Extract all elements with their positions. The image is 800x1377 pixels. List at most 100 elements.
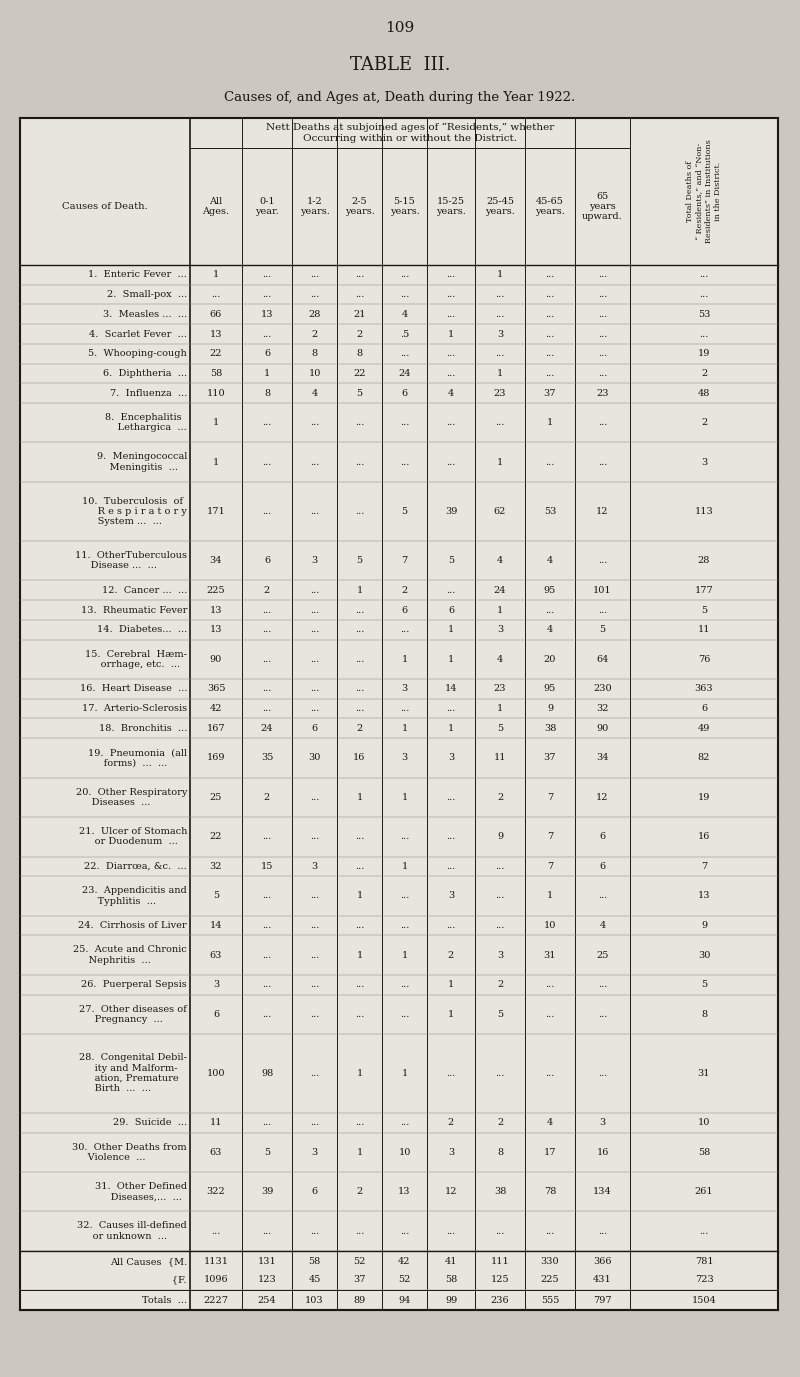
Text: 3: 3 (701, 457, 707, 467)
Text: ...: ... (355, 655, 364, 664)
Text: ...: ... (598, 891, 607, 901)
Text: 5: 5 (213, 891, 219, 901)
Text: 4: 4 (547, 556, 553, 565)
Text: ...: ... (355, 457, 364, 467)
Text: 32: 32 (210, 862, 222, 870)
Text: 58: 58 (445, 1275, 457, 1285)
Text: ...: ... (310, 507, 319, 516)
Text: 1: 1 (547, 419, 553, 427)
Text: 78: 78 (544, 1187, 556, 1197)
Text: 363: 363 (694, 684, 714, 694)
Text: ...: ... (310, 1227, 319, 1235)
Text: 2: 2 (448, 950, 454, 960)
Text: ...: ... (355, 270, 364, 280)
Text: 16.  Heart Disease  ...: 16. Heart Disease ... (79, 684, 187, 694)
Text: 6: 6 (402, 388, 407, 398)
Text: 4.  Scarlet Fever  ...: 4. Scarlet Fever ... (89, 329, 187, 339)
Text: 5-15
years.: 5-15 years. (390, 197, 419, 216)
Text: Causes of Death.: Causes of Death. (62, 202, 148, 211)
Text: ...: ... (546, 606, 554, 614)
Text: ...: ... (355, 291, 364, 299)
Text: 3: 3 (448, 753, 454, 763)
Text: 28.  Congenital Debil-
     ity and Malform-
     ation, Premature
     Birth  .: 28. Congenital Debil- ity and Malform- a… (79, 1053, 187, 1093)
Text: ...: ... (546, 350, 554, 358)
Text: 113: 113 (694, 507, 714, 516)
Text: 3.  Measles ...  ...: 3. Measles ... ... (102, 310, 187, 319)
Text: 14.  Diabetes...  ...: 14. Diabetes... ... (97, 625, 187, 635)
Text: ...: ... (211, 1227, 221, 1235)
Text: All Causes  {M.: All Causes {M. (110, 1257, 187, 1265)
Text: 39: 39 (445, 507, 457, 516)
Text: 4: 4 (547, 625, 553, 635)
Text: 100: 100 (206, 1069, 226, 1078)
Text: 1: 1 (356, 793, 362, 801)
Text: 90: 90 (596, 724, 609, 733)
Text: 24: 24 (494, 585, 506, 595)
Text: 5: 5 (264, 1148, 270, 1157)
Text: 53: 53 (544, 507, 556, 516)
Text: ...: ... (546, 1227, 554, 1235)
Text: ...: ... (598, 350, 607, 358)
Text: 29.  Suicide  ...: 29. Suicide ... (113, 1118, 187, 1128)
Text: ...: ... (355, 507, 364, 516)
Text: 1: 1 (356, 891, 362, 901)
Text: 11: 11 (494, 753, 506, 763)
Text: 48: 48 (698, 388, 710, 398)
Text: 1: 1 (402, 655, 408, 664)
Text: ...: ... (262, 625, 272, 635)
Text: 1: 1 (448, 1009, 454, 1019)
Text: 7: 7 (701, 862, 707, 870)
Text: 4: 4 (497, 556, 503, 565)
Text: ...: ... (262, 891, 272, 901)
Text: 5: 5 (599, 625, 606, 635)
Text: 1: 1 (402, 862, 408, 870)
Text: ...: ... (400, 1118, 409, 1128)
Text: ...: ... (355, 419, 364, 427)
Text: ...: ... (262, 950, 272, 960)
Text: 5.  Whooping-cough: 5. Whooping-cough (88, 350, 187, 358)
Text: ...: ... (598, 1069, 607, 1078)
Text: Totals  ...: Totals ... (142, 1296, 187, 1304)
Text: 13: 13 (398, 1187, 410, 1197)
Text: 7: 7 (547, 862, 553, 870)
Text: 2227: 2227 (203, 1296, 229, 1304)
Text: ...: ... (310, 655, 319, 664)
Text: 11: 11 (210, 1118, 222, 1128)
Text: 13: 13 (261, 310, 274, 319)
Text: 18.  Bronchitis  ...: 18. Bronchitis ... (98, 724, 187, 733)
Text: 4: 4 (448, 388, 454, 398)
Text: 1: 1 (497, 369, 503, 377)
Text: 131: 131 (258, 1257, 276, 1265)
Text: 781: 781 (694, 1257, 714, 1265)
Text: 7: 7 (547, 793, 553, 801)
Text: 58: 58 (308, 1257, 321, 1265)
Text: 37: 37 (354, 1275, 366, 1285)
Text: ...: ... (355, 1009, 364, 1019)
Text: ...: ... (699, 270, 709, 280)
Text: ...: ... (546, 1069, 554, 1078)
Text: 45: 45 (308, 1275, 321, 1285)
Text: ...: ... (446, 310, 456, 319)
Text: 1: 1 (213, 419, 219, 427)
Text: 52: 52 (354, 1257, 366, 1265)
Text: {F.: {F. (129, 1275, 187, 1285)
Text: 12: 12 (596, 507, 609, 516)
Text: 90: 90 (210, 655, 222, 664)
Text: ...: ... (546, 310, 554, 319)
Text: ...: ... (262, 980, 272, 989)
Text: ...: ... (310, 1069, 319, 1078)
Text: ...: ... (262, 655, 272, 664)
Text: 94: 94 (398, 1296, 410, 1304)
Text: 8: 8 (264, 388, 270, 398)
Text: 225: 225 (206, 585, 226, 595)
Text: 109: 109 (386, 21, 414, 34)
Text: 1: 1 (402, 793, 408, 801)
Text: 125: 125 (490, 1275, 510, 1285)
Text: 5: 5 (357, 556, 362, 565)
Text: 12.  Cancer ...  ...: 12. Cancer ... ... (102, 585, 187, 595)
Text: 15: 15 (261, 862, 273, 870)
Text: 1: 1 (547, 891, 553, 901)
Text: 9: 9 (547, 704, 553, 713)
Text: ...: ... (446, 457, 456, 467)
Text: ...: ... (598, 556, 607, 565)
